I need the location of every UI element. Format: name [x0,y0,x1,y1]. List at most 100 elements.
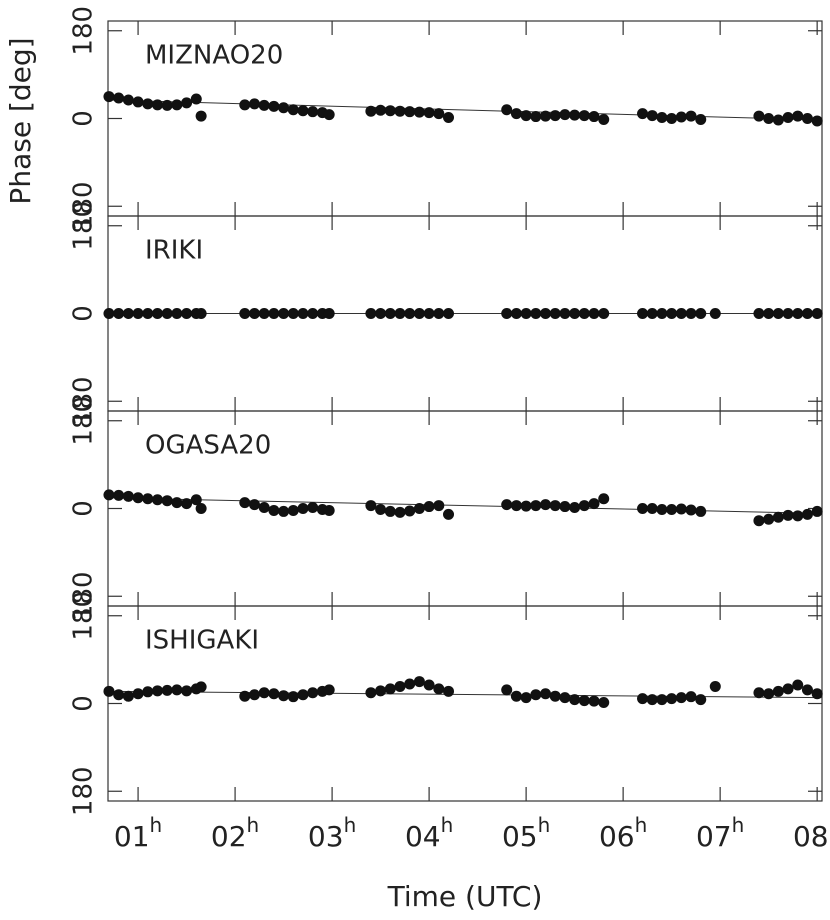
data-point [598,493,610,505]
data-point [394,105,406,117]
data-point [307,308,319,319]
data-point [709,680,721,692]
y-tick-label: 180 [69,396,99,446]
data-point [384,505,396,517]
data-point [171,99,183,111]
data-point [239,99,251,111]
data-point [297,308,309,319]
data-point [559,109,571,121]
data-point [278,102,290,114]
data-point [588,308,600,319]
data-point [132,96,144,108]
data-point [801,508,813,520]
x-tick-label: 08h [793,813,830,854]
data-point [404,106,416,118]
data-point [142,308,154,319]
data-point [811,505,823,517]
data-point [384,308,396,319]
y-tick-label: 0 [69,110,99,127]
data-point [578,500,590,512]
data-point [695,505,707,517]
data-point [559,308,571,319]
data-point [530,689,542,701]
data-point [151,308,163,319]
data-point [763,113,775,124]
data-point [520,308,532,319]
data-point [161,495,173,507]
data-point [588,695,600,707]
data-point [384,105,396,117]
data-point [811,308,823,319]
data-point [297,689,309,701]
data-point [695,113,707,125]
data-point [685,110,697,122]
data-point [258,502,270,514]
data-point [195,681,207,693]
data-point [413,106,425,118]
data-point [122,94,134,106]
data-point [181,308,193,319]
data-point [132,492,144,504]
y-tick-label: 0 [69,500,99,517]
data-point [375,685,387,697]
data-point [811,115,823,127]
panel-title: MIZNAO20 [145,41,283,71]
y-tick-label: 180 [69,376,99,426]
x-tick-label: 03h [308,813,356,854]
data-point [151,99,163,111]
data-point [782,112,794,124]
data-point [578,308,590,319]
data-point [637,503,649,514]
data-point [404,308,416,319]
data-point [501,104,513,116]
data-point [297,503,309,514]
data-point [375,104,387,116]
x-axis-label: Time (UTC) [387,880,543,913]
data-point [656,112,668,124]
fit-line [107,99,823,121]
data-point [753,687,765,699]
data-point [559,501,571,513]
data-point [578,110,590,122]
y-tick-label: 180 [69,181,99,231]
y-tick-label: 0 [69,305,99,322]
data-point [132,688,144,700]
data-point [433,500,445,512]
data-point [666,693,678,705]
data-point [323,504,335,516]
data-point [782,308,794,319]
data-point [113,689,125,701]
data-point [569,109,581,121]
data-point [103,91,115,103]
data-point [540,110,552,122]
data-point [792,510,804,522]
panel-title: ISHIGAKI [145,626,259,656]
y-tick-label: 180 [69,201,99,251]
y-tick-label: 180 [69,591,99,641]
data-point [268,100,280,112]
data-point [394,680,406,692]
data-point [782,683,794,695]
data-point [413,308,425,319]
data-point [307,687,319,699]
data-point [307,502,319,514]
data-point [181,97,193,109]
data-point [510,108,522,120]
data-point [578,695,590,707]
data-point [268,504,280,516]
data-point [248,98,260,110]
data-point [190,93,202,105]
data-point [549,110,561,122]
data-point [695,694,707,706]
y-tick-label: 180 [69,6,99,56]
data-point [287,504,299,516]
data-point [365,308,377,319]
data-point [171,308,183,319]
data-point [772,511,784,523]
data-point [656,503,668,515]
data-point [772,114,784,126]
data-point [588,111,600,123]
data-point [248,308,260,319]
data-point [268,308,280,319]
